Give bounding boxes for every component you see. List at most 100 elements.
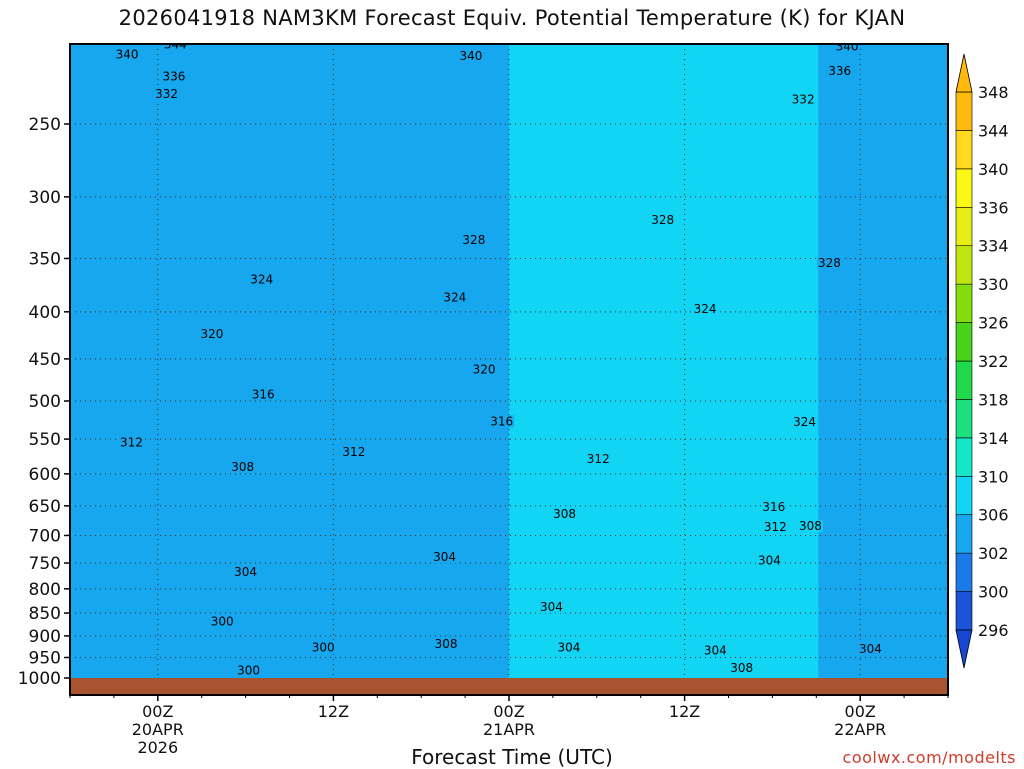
heatmap-cell: [618, 211, 630, 222]
heatmap-cell: [349, 519, 360, 530]
heatmap-cell: [70, 277, 81, 288]
heatmap-cell: [638, 379, 650, 390]
heatmap-cell: [179, 90, 191, 101]
heatmap-cell: [259, 444, 271, 455]
heatmap-cell: [349, 230, 360, 241]
heatmap-cell: [618, 668, 630, 679]
heatmap-cell: [299, 622, 311, 632]
heatmap-cell: [558, 239, 570, 250]
heatmap-cell: [698, 183, 710, 194]
heatmap-cell: [459, 407, 470, 418]
heatmap-cell: [249, 155, 261, 166]
heatmap-cell: [449, 398, 460, 409]
heatmap-cell: [319, 239, 331, 250]
heatmap-cell: [489, 622, 500, 632]
heatmap-cell: [658, 650, 670, 660]
heatmap-cell: [309, 81, 321, 92]
heatmap-cell: [718, 81, 730, 92]
heatmap-cell: [449, 435, 460, 446]
heatmap-cell: [479, 398, 490, 409]
heatmap-cell: [668, 81, 680, 92]
heatmap-cell: [329, 146, 340, 157]
heatmap-cell: [179, 155, 191, 166]
heatmap-cell: [618, 566, 630, 577]
heatmap-cell: [339, 491, 350, 502]
heatmap-cell: [538, 556, 550, 567]
heatmap-cell: [79, 668, 91, 679]
heatmap-cell: [798, 286, 809, 297]
heatmap-cell: [538, 398, 550, 409]
heatmap-cell: [379, 659, 390, 670]
heatmap-cell: [469, 640, 480, 651]
heatmap-cell: [329, 556, 340, 567]
heatmap-cell: [678, 323, 690, 334]
heatmap-cell: [199, 454, 211, 465]
heatmap-cell: [598, 342, 610, 353]
heatmap-cell: [528, 631, 540, 642]
heatmap-cell: [668, 109, 680, 120]
heatmap-cell: [509, 44, 520, 54]
heatmap-cell: [708, 71, 720, 82]
heatmap-cell: [139, 482, 151, 493]
heatmap-cell: [289, 584, 301, 595]
heatmap-cell: [70, 407, 81, 418]
heatmap-cell: [319, 566, 331, 577]
heatmap-cell: [728, 435, 740, 446]
heatmap-cell: [109, 333, 121, 343]
heatmap-cell: [648, 351, 660, 362]
heatmap-cell: [129, 482, 141, 493]
heatmap-cell: [598, 528, 610, 539]
heatmap-cell: [469, 351, 480, 362]
heatmap-cell: [139, 416, 151, 427]
heatmap-cell: [349, 99, 360, 110]
heatmap-cell: [499, 118, 510, 129]
heatmap-cell: [638, 361, 650, 371]
heatmap-cell: [359, 71, 370, 82]
heatmap-cell: [469, 444, 480, 455]
heatmap-cell: [99, 62, 111, 73]
heatmap-cell: [79, 454, 91, 465]
heatmap-cell: [788, 612, 799, 623]
heatmap-cell: [179, 53, 191, 64]
heatmap-cell: [588, 295, 600, 306]
heatmap-cell: [638, 603, 650, 614]
heatmap-cell: [449, 519, 460, 530]
heatmap-cell: [608, 193, 620, 204]
heatmap-cell: [299, 444, 311, 455]
heatmap-cell: [369, 333, 380, 343]
heatmap-cell: [99, 584, 111, 595]
heatmap-cell: [70, 426, 81, 437]
heatmap-cell: [249, 370, 261, 381]
heatmap-cell: [509, 584, 520, 595]
heatmap-cell: [149, 342, 161, 353]
heatmap-cell: [249, 183, 261, 194]
heatmap-cell: [309, 398, 321, 409]
heatmap-cell: [518, 323, 530, 334]
heatmap-cell: [658, 398, 670, 409]
heatmap-cell: [688, 174, 700, 185]
heatmap-cell: [788, 323, 799, 334]
heatmap-cell: [788, 53, 799, 64]
heatmap-cell: [588, 379, 600, 390]
heatmap-cell: [558, 183, 570, 194]
heatmap-cell: [778, 379, 789, 390]
heatmap-cell: [618, 631, 630, 642]
heatmap-cell: [389, 603, 400, 614]
heatmap-cell: [618, 584, 630, 595]
heatmap-cell: [179, 463, 191, 474]
heatmap-cell: [329, 379, 340, 390]
heatmap-cell: [568, 612, 580, 623]
heatmap-cell: [469, 668, 480, 679]
heatmap-cell: [518, 388, 530, 399]
heatmap-cell: [658, 500, 670, 511]
heatmap-cell: [548, 221, 560, 232]
heatmap-cell: [119, 407, 131, 418]
heatmap-cell: [678, 239, 690, 250]
heatmap-cell: [479, 90, 490, 101]
heatmap-cell: [209, 584, 221, 595]
heatmap-cell: [359, 407, 370, 418]
heatmap-cell: [708, 612, 720, 623]
heatmap-cell: [728, 594, 740, 605]
heatmap-cell: [499, 547, 510, 558]
heatmap-cell: [189, 603, 201, 614]
